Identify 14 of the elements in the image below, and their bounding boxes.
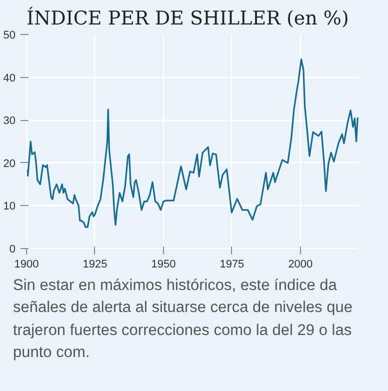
y-tick-label: 0 bbox=[9, 244, 16, 256]
x-tick-label: 2000 bbox=[288, 258, 313, 270]
y-tick-label: 50 bbox=[3, 30, 16, 42]
text: Sin estar en máximos históricos, este índice da señales de alerta al situarse cerca de niveles que trajeron fuertes correcciones como la del 29 o las punto com. bbox=[13, 276, 354, 364]
y-tick-label: 10 bbox=[3, 200, 16, 213]
x-tick-label: 1925 bbox=[82, 258, 108, 270]
y-tick-label: 40 bbox=[3, 72, 16, 84]
x-tick-label: 1900 bbox=[14, 258, 39, 270]
y-tick-label: 20 bbox=[3, 158, 16, 170]
x-tick-label: 1975 bbox=[220, 258, 244, 270]
chart-title: ÍNDICE PER DE SHILLER (en %) bbox=[26, 6, 349, 30]
x-tick-label: 1950 bbox=[151, 258, 176, 270]
y-tick-label: 30 bbox=[3, 115, 16, 128]
line-series bbox=[26, 58, 358, 228]
